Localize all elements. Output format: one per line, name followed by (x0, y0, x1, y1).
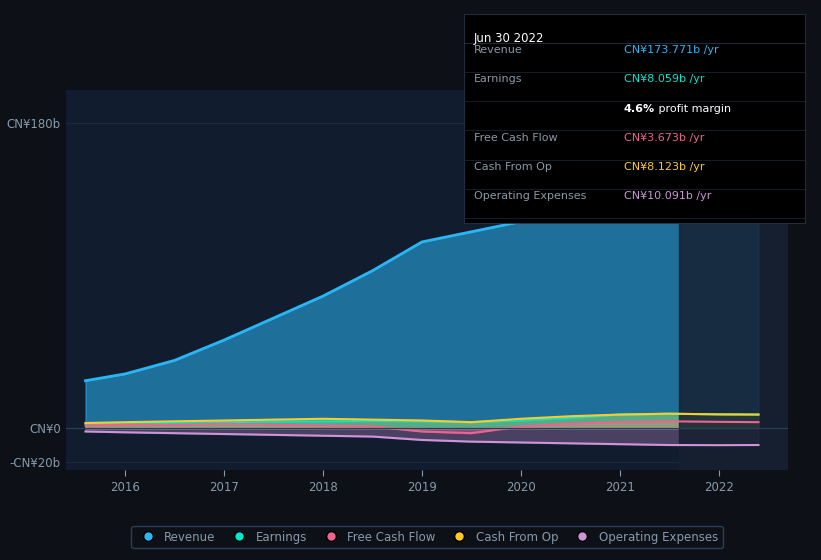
Text: Free Cash Flow: Free Cash Flow (474, 133, 557, 143)
Text: 4.6%: 4.6% (624, 104, 655, 114)
Text: profit margin: profit margin (655, 104, 732, 114)
Legend: Revenue, Earnings, Free Cash Flow, Cash From Op, Operating Expenses: Revenue, Earnings, Free Cash Flow, Cash … (131, 526, 722, 548)
Bar (679, 90, 788, 470)
Text: Cash From Op: Cash From Op (474, 162, 552, 172)
Text: CN¥3.673b /yr: CN¥3.673b /yr (624, 133, 704, 143)
Text: Earnings: Earnings (474, 74, 522, 85)
Text: Operating Expenses: Operating Expenses (474, 191, 586, 201)
Text: Jun 30 2022: Jun 30 2022 (474, 32, 544, 45)
Text: Revenue: Revenue (474, 45, 522, 55)
Text: CN¥8.123b /yr: CN¥8.123b /yr (624, 162, 704, 172)
Text: CN¥10.091b /yr: CN¥10.091b /yr (624, 191, 711, 201)
Text: CN¥8.059b /yr: CN¥8.059b /yr (624, 74, 704, 85)
Text: CN¥173.771b /yr: CN¥173.771b /yr (624, 45, 718, 55)
